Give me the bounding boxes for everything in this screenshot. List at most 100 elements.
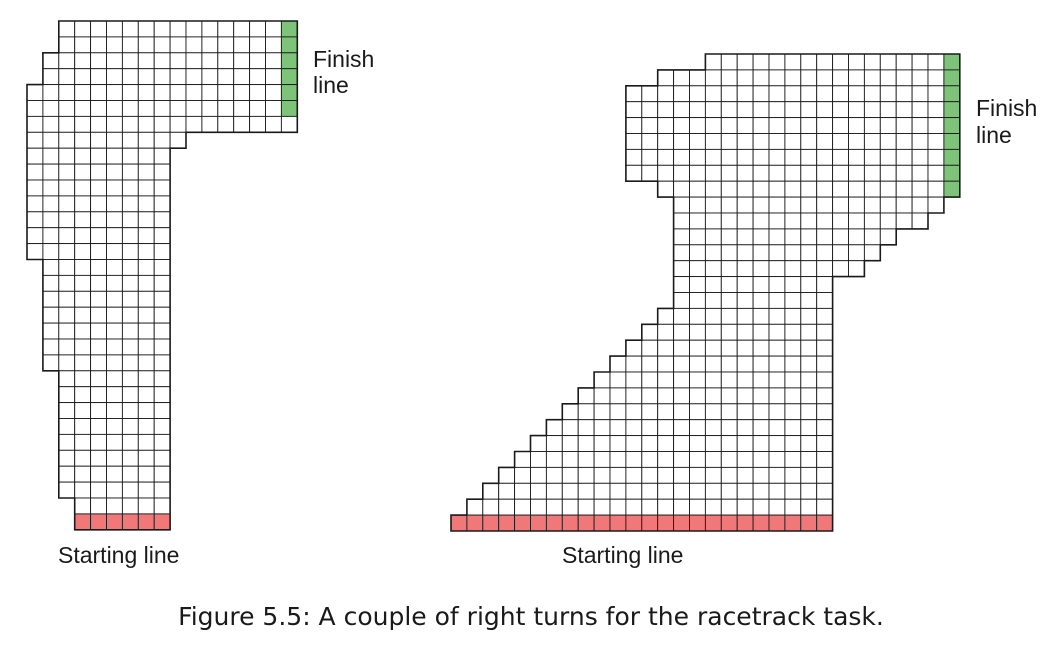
track-2-cell — [577, 435, 595, 452]
track-1-cell — [233, 20, 251, 38]
track-1-cell — [58, 147, 76, 165]
track-2-cell — [800, 419, 818, 437]
track-1-cell — [58, 274, 76, 292]
track-1-cell — [137, 386, 155, 404]
track-2-cell — [641, 133, 659, 150]
track-1-cell — [90, 465, 107, 483]
track-1-cell — [90, 481, 107, 499]
track-2-cell — [609, 435, 627, 452]
track-2-cell — [800, 355, 818, 373]
track-2-cell — [752, 276, 770, 293]
track-2-cell — [720, 212, 738, 230]
track-2-cell — [816, 180, 834, 198]
track-2-cell — [895, 212, 913, 230]
track-2-cell — [736, 196, 754, 214]
track-1-cell — [249, 100, 266, 117]
track-1-cell — [153, 322, 171, 340]
track-2-cell — [689, 292, 706, 309]
track-2-cell — [800, 101, 818, 119]
track-2-cell — [768, 69, 786, 87]
track-1-finish-cell — [280, 68, 298, 86]
track-2-cell — [641, 148, 659, 166]
track-2-cell — [673, 419, 690, 437]
track-2-cell — [848, 196, 865, 214]
track-1-cell — [58, 338, 76, 356]
track-2-finish-cell — [943, 101, 961, 119]
track-2-cell — [625, 466, 643, 484]
track-2-cell — [752, 387, 770, 405]
track-1-cell — [249, 20, 266, 38]
track-2-cell — [768, 148, 786, 166]
track-2-cell — [800, 164, 818, 182]
track-2-cell — [736, 387, 754, 405]
track-1-cell — [106, 100, 123, 117]
track-2-cell — [800, 117, 818, 134]
track-2-cell — [784, 498, 802, 516]
track-2-cell — [720, 53, 738, 71]
track-2-cell — [863, 196, 881, 214]
track-2-cell — [657, 419, 675, 437]
track-2-cell — [736, 117, 754, 134]
track-2-cell — [768, 228, 786, 246]
track-2-cell — [609, 419, 627, 437]
track-2-cell — [673, 387, 690, 405]
track-2-cell — [832, 117, 849, 134]
track-2-cell — [800, 498, 818, 516]
track-1-cell — [153, 100, 171, 117]
track-1-cell — [58, 36, 76, 54]
track-2-cell — [863, 53, 881, 71]
track-1-cell — [153, 115, 171, 133]
track-2-cell — [625, 435, 643, 452]
track-1-cell — [90, 243, 107, 260]
track-1-cell — [201, 52, 219, 70]
track-2-cell — [736, 403, 754, 421]
track-2-cell — [514, 451, 531, 468]
track-2-cell — [927, 180, 945, 198]
track-2-cell — [641, 85, 659, 103]
track-2-cell — [752, 69, 770, 87]
track-1-cell — [74, 418, 92, 435]
track-2-cell — [784, 466, 802, 484]
track-1-cell — [58, 481, 76, 499]
track-2-cell — [879, 69, 897, 87]
track-2-cell — [816, 323, 834, 341]
track-2-cell — [625, 451, 643, 468]
track-1-cell — [153, 402, 171, 419]
track-2-cell — [800, 307, 818, 325]
track-2-start-cell — [577, 514, 595, 532]
track-1-cell — [26, 179, 44, 197]
track-1-cell — [121, 370, 139, 388]
track-2-cell — [784, 101, 802, 119]
track-1-cell — [74, 36, 92, 54]
track-2-cell — [800, 387, 818, 405]
track-2-cell — [784, 117, 802, 134]
track-2-cell — [736, 180, 754, 198]
track-2-cell — [673, 133, 690, 150]
track-2-cell — [784, 482, 802, 500]
track-2-cell — [673, 244, 690, 262]
track-1-cell — [137, 402, 155, 419]
track-2-cell — [593, 451, 611, 468]
track-1-cell — [74, 115, 92, 133]
track-2-cell — [816, 69, 834, 87]
track-1-cell — [74, 481, 92, 499]
track-2-cell — [704, 164, 722, 182]
track-1-cell — [90, 52, 107, 70]
track-2-cell — [625, 387, 643, 405]
track-1-cell — [137, 227, 155, 245]
track-1-cell — [58, 227, 76, 245]
track-1-cell — [121, 100, 139, 117]
track-2-cell — [625, 101, 643, 119]
track-2-cell — [911, 164, 929, 182]
track-2-cell — [768, 307, 786, 325]
track-1-finish-cell — [280, 20, 298, 38]
track-2-cell — [673, 435, 690, 452]
track-1-cell — [153, 131, 171, 149]
track-2-finish-cell — [943, 133, 961, 150]
track-2-cell — [800, 228, 818, 246]
track-2-cell — [673, 260, 690, 278]
track-1-cell — [90, 322, 107, 340]
track-1-cell — [249, 84, 266, 101]
track-2-cell — [768, 133, 786, 150]
track-2-cell — [800, 133, 818, 150]
